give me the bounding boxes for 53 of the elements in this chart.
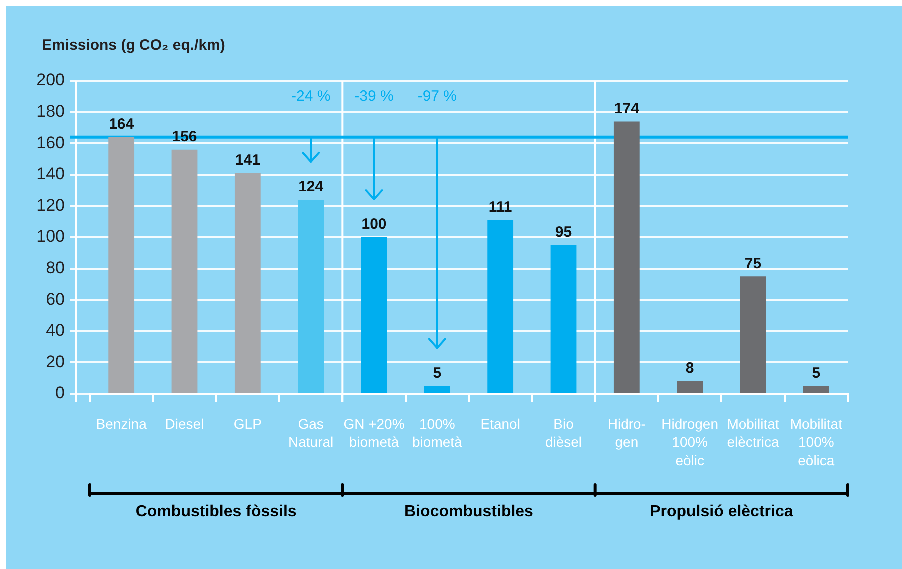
bar: [361, 238, 388, 393]
x-tick-label: Gas Natural: [288, 416, 334, 450]
y-tick-label: 160: [36, 133, 65, 152]
bar: [108, 137, 135, 393]
bar: [424, 386, 450, 393]
bar: [172, 150, 198, 393]
y-tick-label: 180: [36, 102, 65, 121]
y-tick-label: 140: [36, 164, 65, 184]
bar: [677, 381, 704, 393]
x-tick-label: GN +20% biometà: [344, 416, 405, 450]
data-label: 75: [744, 255, 762, 272]
x-tick-label: Bio dièsel: [545, 416, 582, 450]
annotation: -24 %: [291, 88, 331, 106]
y-tick-label: 60: [46, 290, 65, 309]
bar: [803, 386, 830, 393]
y-tick-label: 120: [36, 196, 65, 215]
data-label: 174: [614, 100, 640, 118]
y-axis-title: Emissions (g CO₂ eq./km): [42, 37, 226, 55]
text: Biocombustibles: [404, 503, 534, 520]
annotation: -39 %: [354, 88, 394, 106]
y-tick-label: 100: [36, 227, 65, 246]
data-label: 124: [298, 178, 324, 196]
x-tick-label: Hidro- gen: [608, 416, 646, 450]
data-label: 5: [433, 364, 442, 382]
x-tick-label: 100% biometà: [412, 416, 463, 450]
text: Propulsió elèctrica: [650, 503, 794, 520]
x-tick-label: GLP: [234, 416, 262, 432]
y-tick-label: 20: [46, 352, 65, 372]
x-tick-label: Etanol: [480, 416, 520, 432]
x-tick-label: Mobilitat 100% eòlica: [790, 416, 843, 468]
y-tick-label: 0: [56, 384, 65, 403]
y-tick-label: 200: [36, 70, 65, 90]
x-tick-label: Hidrogen 100% eòlic: [662, 416, 718, 468]
bar: [740, 276, 766, 393]
text: Combustibles fòssils: [136, 503, 297, 520]
bar: [614, 122, 640, 393]
data-label: 95: [555, 224, 572, 241]
annotation: -97 %: [418, 88, 458, 106]
y-tick-label: 80: [46, 258, 65, 278]
y-tick-label: 40: [46, 321, 65, 340]
x-tick-label: Diesel: [165, 416, 204, 432]
data-label: 164: [109, 116, 135, 133]
x-tick-label: Mobilitat elèctrica: [727, 416, 780, 450]
bar: [550, 245, 577, 393]
data-label: 100: [362, 216, 387, 234]
data-label: 5: [812, 364, 821, 382]
bar: [488, 220, 514, 393]
data-label: 141: [235, 152, 260, 169]
x-tick-label: Benzina: [96, 416, 148, 432]
data-label: 8: [686, 360, 694, 378]
bar: [234, 173, 261, 393]
data-label: 111: [488, 198, 512, 216]
bar: [298, 200, 324, 393]
